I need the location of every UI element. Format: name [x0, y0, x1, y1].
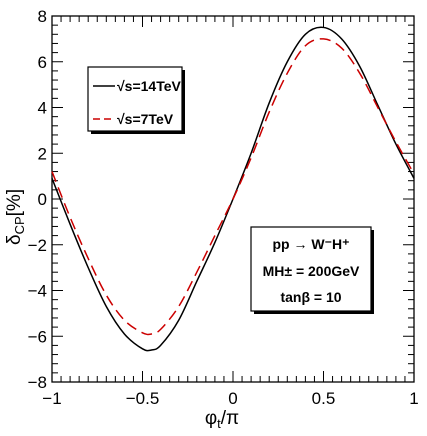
- y-tick-label: 6: [38, 53, 47, 72]
- y-tick-label: −6: [28, 327, 47, 346]
- annotation-box: pp → W⁻H⁺ MH± = 200GeV tanβ = 10: [250, 226, 374, 314]
- x-tick-label: −1: [42, 389, 61, 408]
- tick-labels: −1 −0.5 0 0.5 1 −8 −6 −4 −2 0 2 4 6 8: [28, 7, 419, 408]
- annotation-tanbeta: tanβ = 10: [280, 289, 341, 305]
- x-tick-label: −0.5: [126, 389, 160, 408]
- y-tick-label: −8: [28, 373, 47, 392]
- series-line-7tev: [51, 38, 415, 336]
- legend-label-7tev: √s=7TeV: [117, 111, 174, 127]
- x-tick-label: 1: [409, 389, 418, 408]
- y-tick-label: 4: [38, 99, 47, 118]
- y-tick-label: 2: [38, 144, 47, 163]
- series-layer: [51, 26, 415, 352]
- x-tick-label: 0.5: [312, 389, 336, 408]
- annotation-mass: MH± = 200GeV: [263, 263, 360, 279]
- annotation-process: pp → W⁻H⁺: [273, 236, 350, 252]
- y-tick-label: −4: [28, 282, 47, 301]
- y-tick-label: 8: [38, 7, 47, 26]
- axis-ticks: [51, 15, 415, 383]
- y-tick-label: −2: [28, 236, 47, 255]
- y-tick-label: 0: [38, 190, 47, 209]
- x-tick-label: 0: [228, 389, 237, 408]
- series-line-14tev: [51, 26, 415, 352]
- y-axis-title: δCP[%]: [4, 189, 27, 245]
- legend-label-14tev: √s=14TeV: [117, 78, 182, 94]
- x-axis-title: φt/π: [205, 408, 239, 431]
- legend: √s=14TeV √s=7TeV: [87, 66, 185, 134]
